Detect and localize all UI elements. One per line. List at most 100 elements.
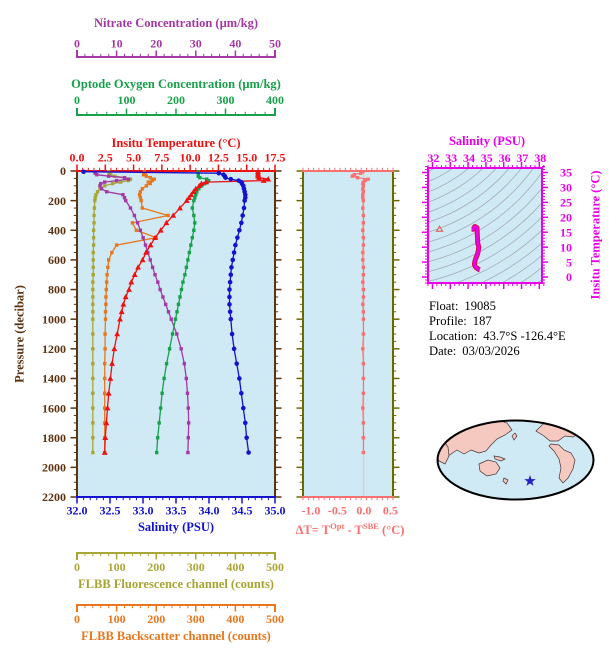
oxygen-axis-title: Optode Oxygen Concentration (µm/kg) (71, 77, 281, 91)
float-value: 19085 (464, 299, 496, 313)
svg-text:0.0: 0.0 (70, 151, 85, 165)
svg-text:34: 34 (463, 151, 475, 165)
nitrate-axis-title: Nitrate Concentration (µm/kg) (93, 16, 259, 30)
delta-label-part: ΔT= T (295, 523, 331, 538)
delta-label-part: - T (344, 523, 363, 538)
svg-text:20: 20 (150, 37, 162, 51)
svg-text:600: 600 (48, 253, 66, 267)
date-label: Date: (429, 344, 457, 358)
svg-text:36: 36 (499, 151, 511, 165)
svg-text:15.0: 15.0 (236, 151, 257, 165)
svg-text:0.5: 0.5 (383, 504, 398, 518)
svg-text:5.0: 5.0 (126, 151, 141, 165)
float-label: Float: (429, 299, 459, 313)
svg-text:-0.5: -0.5 (328, 504, 347, 518)
date-value: 03/03/2026 (462, 344, 520, 358)
svg-text:1400: 1400 (42, 372, 66, 386)
svg-text:300: 300 (187, 560, 205, 574)
series-salinity (81, 169, 251, 455)
svg-text:0: 0 (74, 612, 80, 626)
series-backscatter (103, 170, 170, 455)
float-location-star (524, 475, 536, 486)
svg-text:0: 0 (74, 560, 80, 574)
svg-text:5: 5 (566, 255, 572, 269)
ts-temperature-axis-title: Insitu Temperature (°C) (588, 170, 603, 300)
delta-label-part: (°C) (378, 523, 405, 538)
svg-text:400: 400 (266, 93, 284, 107)
svg-text:10: 10 (560, 240, 572, 254)
svg-text:200: 200 (48, 194, 66, 208)
svg-text:1200: 1200 (42, 342, 66, 356)
ts-surface-outlier-marker (435, 225, 444, 232)
svg-text:1000: 1000 (42, 312, 66, 326)
series-nitrate (93, 170, 191, 455)
float-info-row: Float: 19085 (429, 299, 566, 314)
world-map (436, 419, 595, 501)
location-value: 43.7°S -126.4°E (483, 329, 566, 343)
svg-text:500: 500 (266, 612, 284, 626)
svg-text:2200: 2200 (42, 490, 66, 504)
svg-text:50: 50 (269, 37, 281, 51)
profile-value: 187 (472, 314, 492, 328)
svg-text:1600: 1600 (42, 401, 66, 415)
temperature-axis-title: Insitu Temperature (°C) (111, 136, 241, 150)
svg-text:35: 35 (560, 166, 572, 180)
svg-text:35.0: 35.0 (265, 504, 286, 518)
svg-text:200: 200 (147, 612, 165, 626)
svg-text:300: 300 (187, 612, 205, 626)
svg-text:0.0: 0.0 (356, 504, 371, 518)
svg-text:34.5: 34.5 (232, 504, 253, 518)
series-delta-t (350, 170, 371, 455)
delta-label-sup-sbe: SBE (362, 521, 379, 531)
pressure-axis-title: Pressure (decibar) (12, 285, 27, 383)
svg-text:32.5: 32.5 (100, 504, 121, 518)
svg-text:35: 35 (481, 151, 493, 165)
svg-text:38: 38 (534, 151, 546, 165)
svg-text:1800: 1800 (42, 431, 66, 445)
ts-salinity-axis-title: Salinity (PSU) (448, 134, 526, 148)
svg-text:400: 400 (226, 612, 244, 626)
svg-text:100: 100 (108, 612, 126, 626)
svg-text:7.5: 7.5 (154, 151, 169, 165)
svg-text:2000: 2000 (42, 461, 66, 475)
svg-text:20: 20 (560, 210, 572, 224)
profile-label: Profile: (429, 314, 467, 328)
float-info-block: Float: 19085 Profile: 187 Location: 43.7°S … (429, 299, 566, 359)
svg-text:34.0: 34.0 (199, 504, 220, 518)
svg-text:800: 800 (48, 283, 66, 297)
svg-text:17.5: 17.5 (265, 151, 286, 165)
svg-text:37: 37 (516, 151, 528, 165)
svg-text:25: 25 (560, 196, 572, 210)
panel-backgrounds (77, 168, 542, 497)
delta-label-sup-opt: Opt (330, 521, 345, 531)
svg-text:500: 500 (266, 560, 284, 574)
main-plot-frame: 0 200 400 600 800 1000 1200 1400 1600 1800 2000 220… (42, 151, 286, 518)
svg-text:30: 30 (560, 181, 572, 195)
svg-text:200: 200 (147, 560, 165, 574)
svg-text:10.0: 10.0 (180, 151, 201, 165)
svg-text:200: 200 (167, 93, 185, 107)
svg-text:400: 400 (48, 223, 66, 237)
salinity-axis-title: Salinity (PSU) (137, 520, 215, 534)
svg-text:100: 100 (118, 93, 136, 107)
profile-info-row: Profile: 187 (429, 314, 566, 329)
ts-track (470, 224, 482, 273)
svg-text:12.5: 12.5 (208, 151, 229, 165)
svg-text:32.0: 32.0 (67, 504, 88, 518)
svg-text:32: 32 (427, 151, 439, 165)
svg-text:30: 30 (190, 37, 202, 51)
svg-text:-1.0: -1.0 (301, 504, 320, 518)
svg-text:33.5: 33.5 (166, 504, 187, 518)
svg-text:33: 33 (445, 151, 457, 165)
svg-text:15: 15 (560, 225, 572, 239)
delta-t-axis-label: ΔT= TOpt - TSBE (°C) (296, 521, 405, 538)
location-label: Location: (429, 329, 478, 343)
svg-text:400: 400 (226, 560, 244, 574)
svg-text:2.5: 2.5 (98, 151, 113, 165)
svg-text:40: 40 (229, 37, 241, 51)
svg-text:300: 300 (217, 93, 235, 107)
